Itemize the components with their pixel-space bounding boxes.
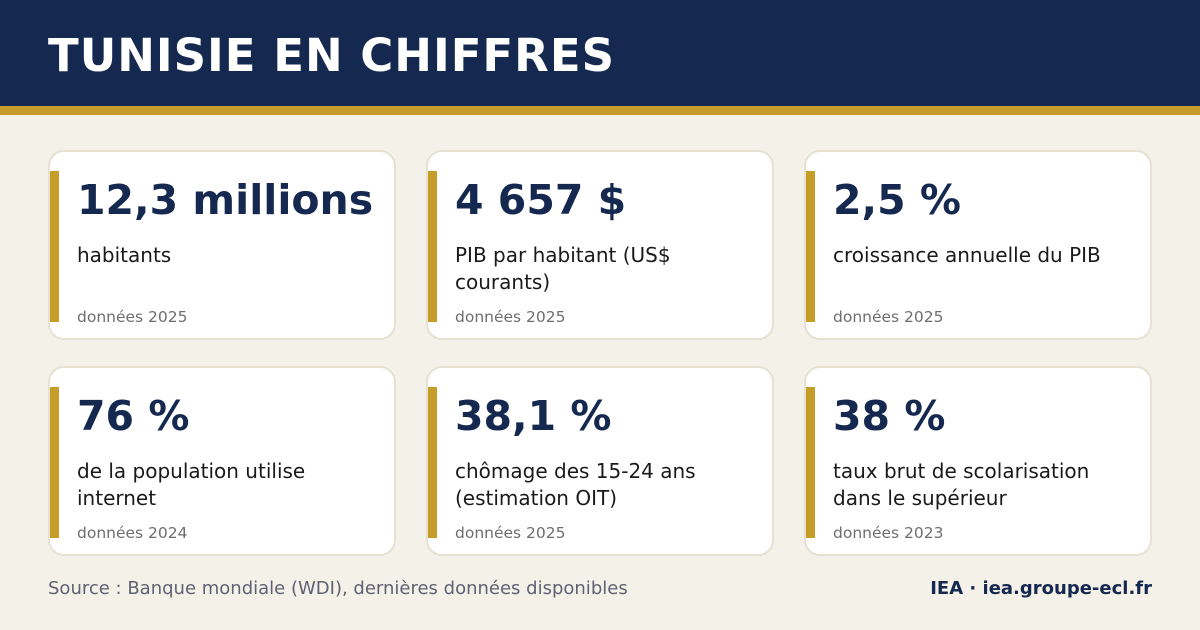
stat-value: 2,5 % xyxy=(833,176,961,224)
source-note: Source : Banque mondiale (WDI), dernière… xyxy=(48,578,628,599)
stat-value: 12,3 millions xyxy=(77,176,374,224)
stat-card-youth-unemployment: 38,1 % chômage des 15-24 ans (estimation… xyxy=(426,366,774,556)
header-gold-rule xyxy=(0,106,1200,115)
card-accent-bar xyxy=(50,387,59,538)
stats-grid: 12,3 millions habitants données 2025 4 6… xyxy=(48,150,1153,556)
stat-label: croissance annuelle du PIB xyxy=(833,243,1101,267)
stat-card-tertiary-enrollment: 38 % taux brut de scolarisation dans le … xyxy=(804,366,1152,556)
stat-label: de la population utilise internet xyxy=(77,459,306,510)
stat-label: PIB par habitant (US$ courants) xyxy=(455,243,671,294)
stat-card-gdp-per-capita: 4 657 $ PIB par habitant (US$ courants) … xyxy=(426,150,774,340)
stat-year: données 2025 xyxy=(455,308,566,326)
stat-value: 76 % xyxy=(77,392,190,440)
stat-year: données 2025 xyxy=(833,308,944,326)
stat-label: chômage des 15-24 ans (estimation OIT) xyxy=(455,459,696,510)
stat-value: 38,1 % xyxy=(455,392,612,440)
stat-year: données 2024 xyxy=(77,524,188,542)
stat-value: 4 657 $ xyxy=(455,176,627,224)
stat-label: taux brut de scolarisation dans le supér… xyxy=(833,459,1090,510)
stat-card-gdp-growth: 2,5 % croissance annuelle du PIB données… xyxy=(804,150,1152,340)
card-accent-bar xyxy=(806,387,815,538)
header-banner: TUNISIE EN CHIFFRES xyxy=(0,0,1200,106)
card-accent-bar xyxy=(428,171,437,322)
stat-label: habitants xyxy=(77,243,172,267)
stat-card-population: 12,3 millions habitants données 2025 xyxy=(48,150,396,340)
stat-card-internet-use: 76 % de la population utilise internet d… xyxy=(48,366,396,556)
brand-credit: IEA · iea.groupe-ecl.fr xyxy=(930,578,1152,599)
page-title: TUNISIE EN CHIFFRES xyxy=(48,29,615,82)
stat-year: données 2023 xyxy=(833,524,944,542)
card-accent-bar xyxy=(428,387,437,538)
stat-year: données 2025 xyxy=(77,308,188,326)
stat-value: 38 % xyxy=(833,392,946,440)
card-accent-bar xyxy=(50,171,59,322)
card-accent-bar xyxy=(806,171,815,322)
stat-year: données 2025 xyxy=(455,524,566,542)
